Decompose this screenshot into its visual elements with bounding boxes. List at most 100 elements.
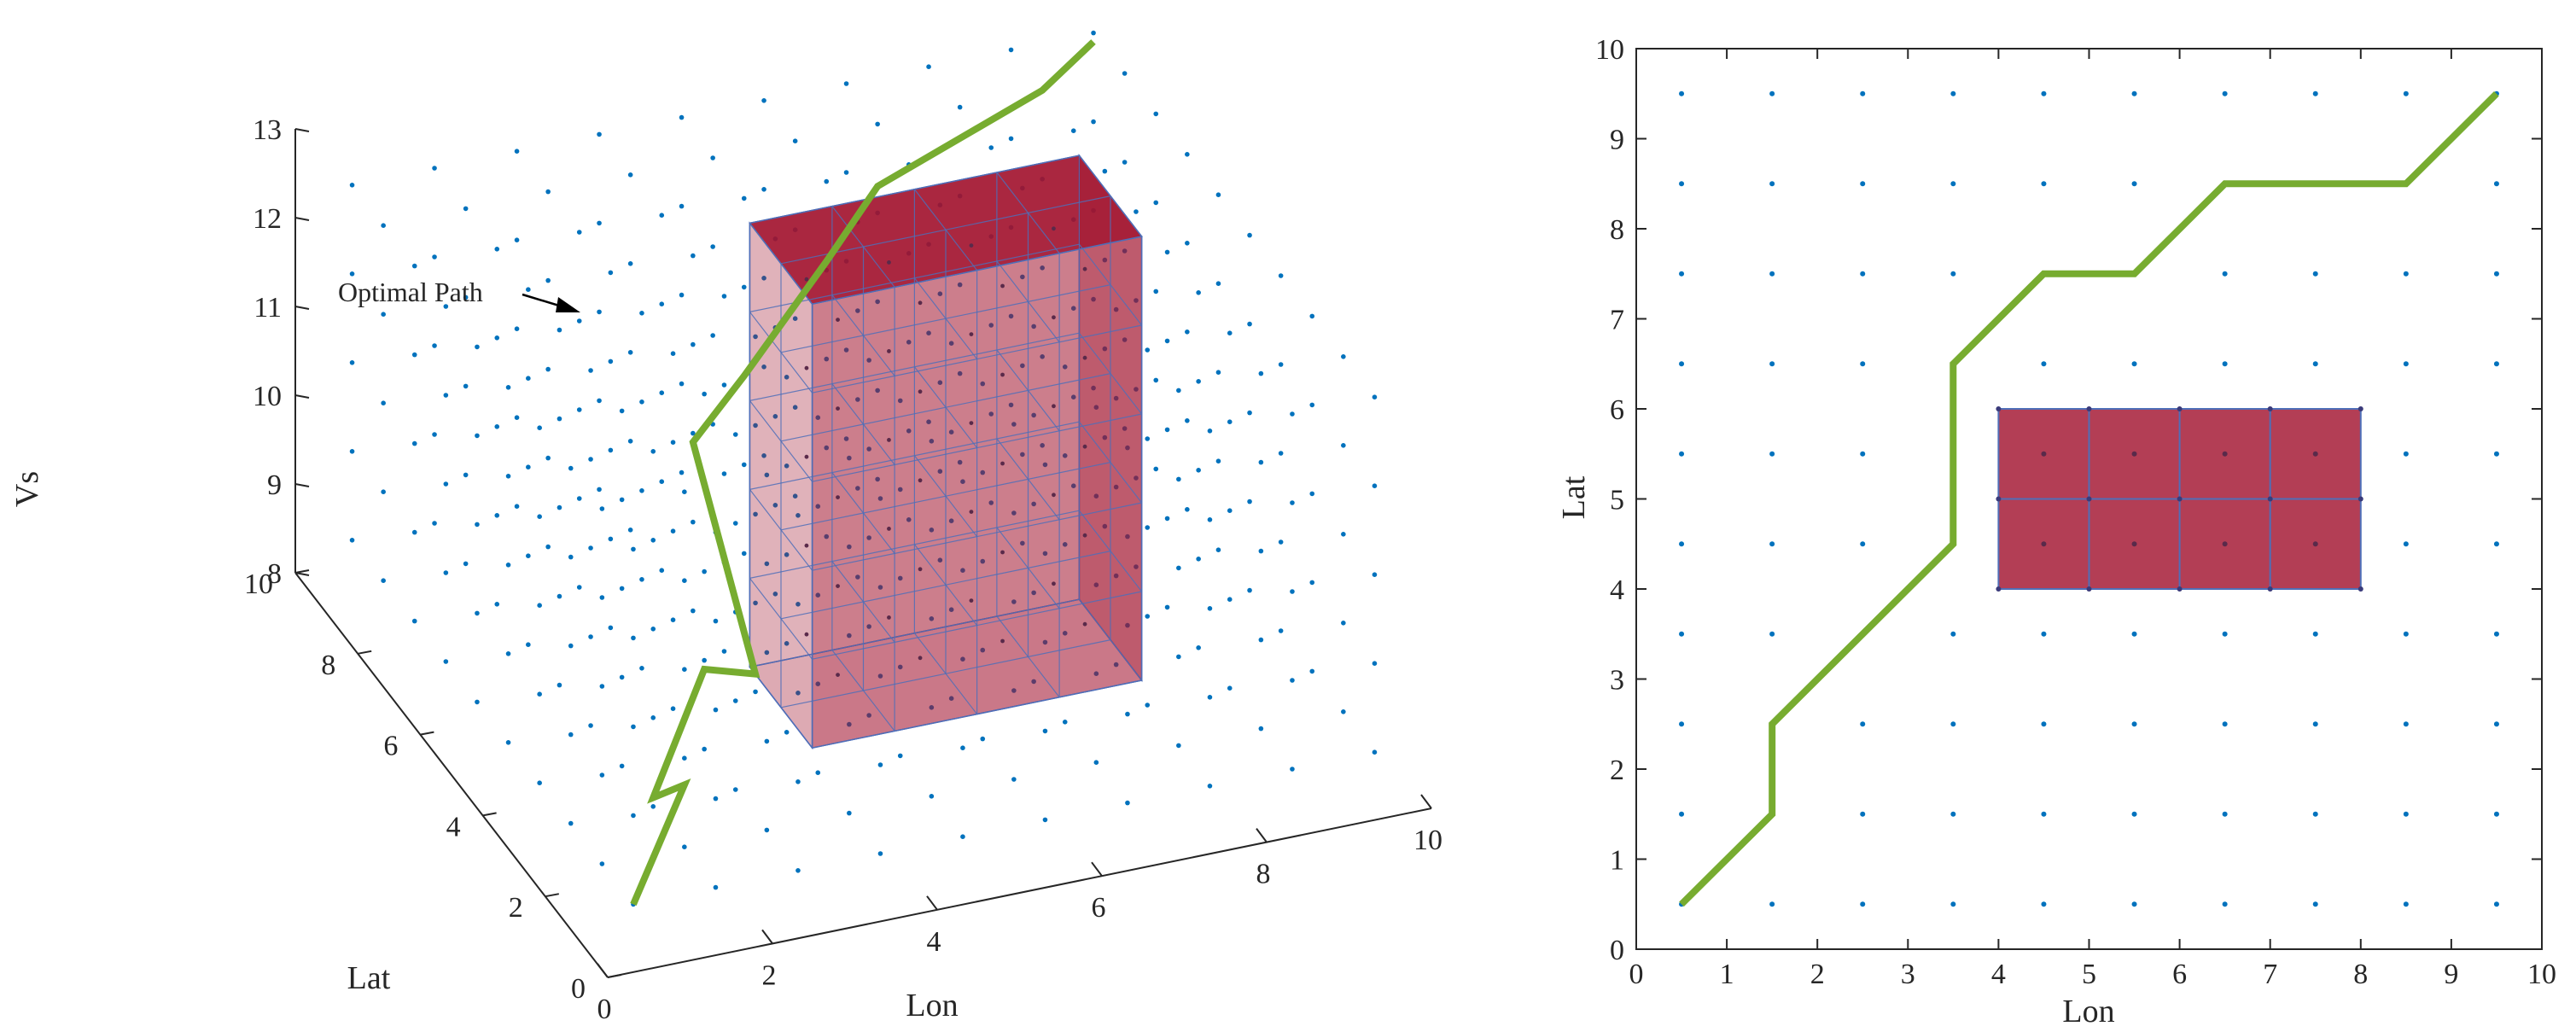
grid-point <box>1309 580 1315 586</box>
grid-point <box>815 415 821 421</box>
grid-point <box>679 203 685 209</box>
grid-point <box>1031 501 1036 507</box>
grid-point <box>2312 361 2318 367</box>
grid-point <box>691 253 696 259</box>
grid-point <box>937 380 943 386</box>
grid-point <box>514 415 520 421</box>
grid-point <box>772 414 778 419</box>
grid-point <box>608 625 614 631</box>
y-tick-label: 3 <box>1610 665 1624 697</box>
grid-point <box>2312 451 2318 457</box>
grid-point <box>784 464 790 469</box>
grid-point <box>568 465 574 471</box>
grid-point <box>349 183 355 188</box>
grid-point <box>599 506 605 511</box>
grid-point <box>1125 622 1130 628</box>
obstacle-interior-point <box>1082 444 1087 449</box>
grid-point <box>1134 564 1139 569</box>
grid-point <box>764 738 770 744</box>
obstacle-vertex <box>1996 496 2002 502</box>
grid-point <box>1176 476 1181 482</box>
obstacle-interior-point <box>918 389 923 394</box>
grid-point <box>1258 548 1264 554</box>
grid-point <box>732 787 738 792</box>
grid-point <box>1031 412 1036 418</box>
grid-point <box>514 149 520 154</box>
obstacle-interior-point <box>804 632 809 637</box>
grid-point <box>597 398 602 404</box>
grid-point <box>2041 541 2047 547</box>
grid-point <box>843 170 849 175</box>
grid-point <box>847 544 852 550</box>
grid-point <box>639 666 644 671</box>
grid-point <box>764 827 770 833</box>
grid-point <box>1145 347 1151 353</box>
grid-point <box>608 270 614 276</box>
grid-point <box>627 528 633 533</box>
grid-point <box>1309 402 1315 408</box>
obstacle-interior-point <box>1000 283 1005 289</box>
grid-point <box>576 230 582 235</box>
grid-point <box>2041 361 2047 367</box>
grid-point <box>463 294 469 300</box>
grid-point <box>937 557 943 563</box>
axis-tick <box>294 572 310 576</box>
grid-point <box>1062 542 1068 547</box>
grid-point <box>897 487 903 493</box>
obstacle-interior-point <box>1000 638 1005 644</box>
obstacle-vertex <box>2177 586 2183 592</box>
x-tick-label: 10 <box>1413 825 1442 856</box>
obstacle-interior-point <box>969 243 974 248</box>
grid-point <box>599 773 605 778</box>
grid-point <box>2403 811 2409 817</box>
grid-point <box>659 301 665 307</box>
grid-point <box>568 820 574 826</box>
grid-point <box>761 98 766 103</box>
grid-point <box>670 528 676 533</box>
grid-point <box>1215 192 1221 197</box>
grid-point <box>494 602 500 607</box>
y-tick-label: 8 <box>321 650 335 681</box>
grid-point <box>1679 631 1685 637</box>
axis-tick <box>1256 827 1268 843</box>
grid-point <box>639 488 644 493</box>
grid-point <box>545 189 551 195</box>
grid-point <box>631 813 636 819</box>
grid-point <box>1176 388 1181 394</box>
grid-point <box>1113 573 1119 579</box>
axis-tick <box>294 128 310 132</box>
grid-point <box>631 546 636 552</box>
grid-point <box>702 568 707 574</box>
grid-point <box>875 388 880 394</box>
chart-3d-y-axis-title: Lat <box>347 960 391 996</box>
x-tick-label: 8 <box>2353 959 2368 990</box>
grid-point <box>1020 363 1025 369</box>
obstacle-vertex <box>2267 586 2273 592</box>
grid-point <box>650 538 656 543</box>
grid-point <box>980 647 986 653</box>
grid-point <box>2222 721 2228 727</box>
grid-point <box>682 844 687 849</box>
grid-point <box>1062 720 1068 725</box>
grid-point <box>1134 209 1139 214</box>
x-axis-line <box>607 808 1432 978</box>
grid-point <box>608 536 614 542</box>
grid-point <box>2493 721 2499 727</box>
grid-point <box>627 350 633 355</box>
axis-tick <box>545 893 559 898</box>
grid-point <box>1196 290 1201 295</box>
grid-point <box>1341 621 1346 626</box>
grid-point <box>1341 709 1346 714</box>
grid-point <box>691 519 696 525</box>
grid-point <box>679 292 685 298</box>
grid-point <box>1278 539 1284 545</box>
grid-point <box>1134 475 1139 481</box>
grid-point <box>877 585 883 590</box>
grid-point <box>349 360 355 365</box>
grid-point <box>475 522 480 528</box>
grid-point <box>929 705 935 710</box>
grid-point <box>1860 811 1866 817</box>
grid-point <box>1062 364 1068 370</box>
